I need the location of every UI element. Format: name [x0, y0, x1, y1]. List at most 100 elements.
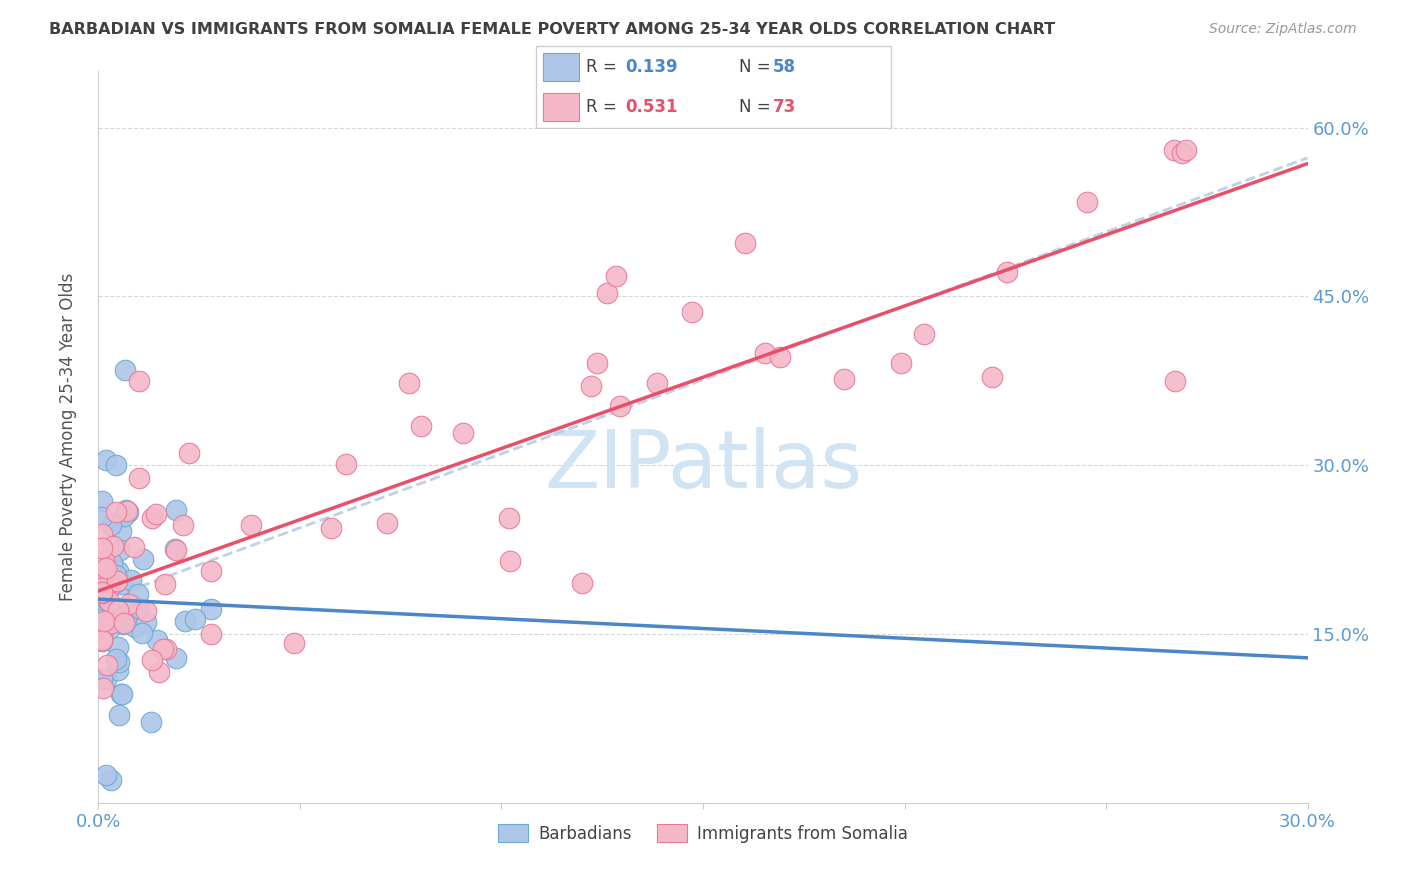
Point [91, 584, 114, 599]
Text: BARBADIAN VS IMMIGRANTS FROM SOMALIA FEMALE POVERTY AMONG 25-34 YEAR OLDS CORREL: BARBADIAN VS IMMIGRANTS FROM SOMALIA FEM… [49, 22, 1056, 37]
Point [498, 510, 520, 524]
Point [681, 305, 703, 319]
Point [105, 505, 128, 519]
Point [890, 357, 912, 371]
Point [107, 640, 129, 654]
Point [100, 773, 122, 788]
Text: 58: 58 [773, 59, 796, 77]
Point [108, 542, 131, 557]
Point [96, 591, 118, 606]
Text: 0.531: 0.531 [626, 98, 678, 116]
Point [152, 642, 174, 657]
Text: Source: ZipAtlas.com: Source: ZipAtlas.com [1209, 22, 1357, 37]
Point [91, 581, 114, 595]
Point [97, 604, 120, 618]
Point [754, 346, 776, 360]
Point [153, 576, 176, 591]
Point [97, 576, 120, 591]
Point [1076, 194, 1098, 209]
Point [98, 593, 121, 607]
Point [734, 235, 756, 250]
Point [499, 554, 522, 568]
Point [912, 326, 935, 341]
Point [647, 376, 669, 390]
Point [103, 603, 125, 617]
Bar [543, 93, 579, 120]
Point [128, 374, 150, 388]
Point [131, 626, 153, 640]
Point [97, 580, 120, 594]
Point [91, 632, 114, 646]
Text: R =: R = [586, 59, 623, 77]
Point [93, 587, 115, 601]
Text: N =: N = [738, 59, 776, 77]
Point [141, 653, 163, 667]
Point [100, 615, 122, 630]
Point [165, 650, 187, 665]
Point [124, 620, 146, 634]
Point [173, 614, 195, 628]
Point [110, 524, 132, 538]
Point [139, 714, 162, 729]
Point [101, 610, 124, 624]
Point [91, 633, 114, 648]
Point [96, 658, 118, 673]
Point [141, 510, 163, 524]
Point [769, 351, 792, 365]
Point [105, 651, 128, 665]
Point [128, 471, 150, 485]
Point [832, 372, 855, 386]
Text: N =: N = [738, 98, 776, 116]
Point [283, 636, 305, 650]
Bar [543, 54, 579, 81]
Point [1171, 145, 1194, 160]
Point [117, 505, 139, 519]
Point [1175, 143, 1198, 157]
Point [609, 399, 631, 413]
Point [112, 615, 135, 630]
Point [146, 632, 169, 647]
Point [586, 356, 609, 370]
Point [571, 576, 593, 591]
Point [579, 378, 602, 392]
Point [184, 612, 207, 626]
Point [1163, 374, 1185, 388]
Point [995, 265, 1018, 279]
Legend: Barbadians, Immigrants from Somalia: Barbadians, Immigrants from Somalia [492, 818, 914, 849]
Point [335, 457, 357, 471]
Point [132, 551, 155, 566]
Point [96, 673, 118, 687]
Text: 73: 73 [773, 98, 796, 116]
Point [172, 517, 194, 532]
Point [165, 502, 187, 516]
Point [96, 582, 118, 596]
Point [200, 564, 222, 578]
Point [94, 561, 117, 575]
Point [103, 604, 125, 618]
Point [112, 617, 135, 632]
Point [91, 527, 114, 541]
Point [91, 541, 114, 555]
Point [398, 376, 420, 390]
Text: ZIPatlas: ZIPatlas [544, 427, 862, 506]
Point [1163, 143, 1185, 157]
Text: 0.139: 0.139 [626, 59, 678, 77]
Point [114, 362, 136, 376]
Point [107, 708, 129, 723]
Point [91, 634, 114, 648]
Point [104, 568, 127, 582]
Point [91, 493, 114, 508]
Point [91, 612, 114, 626]
Point [91, 510, 114, 524]
Point [104, 458, 127, 473]
Point [115, 504, 138, 518]
Point [107, 663, 129, 677]
Point [200, 627, 222, 641]
Point [165, 543, 187, 558]
Y-axis label: Female Poverty Among 25-34 Year Olds: Female Poverty Among 25-34 Year Olds [59, 273, 77, 601]
Point [93, 614, 115, 628]
Point [100, 518, 122, 533]
Point [135, 615, 157, 630]
Point [409, 418, 432, 433]
Point [122, 598, 145, 612]
